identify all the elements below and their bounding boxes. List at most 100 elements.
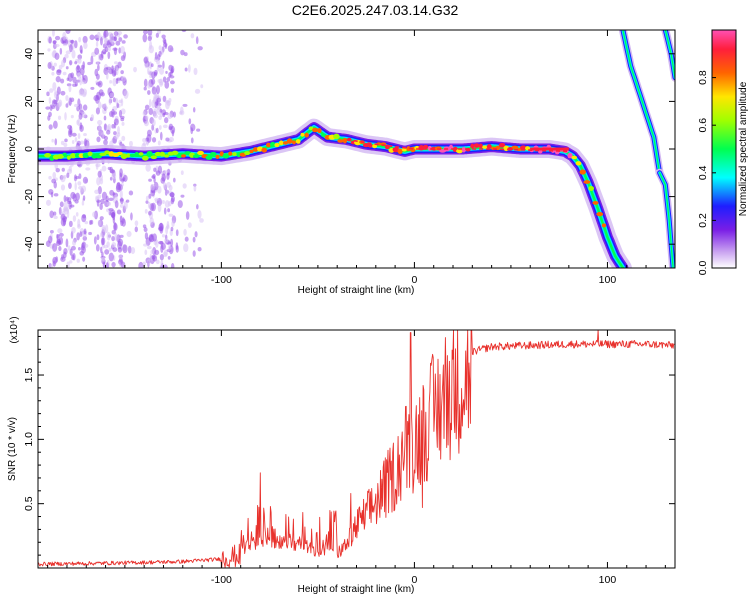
spectrogram-noise-speckle	[60, 78, 65, 84]
spectrogram-noise-speckle	[144, 249, 148, 256]
spectrogram-noise-speckle	[190, 33, 195, 39]
spectrogram-track-blob	[321, 133, 327, 137]
spectrogram-noise-speckle	[74, 61, 78, 65]
spectrogram-noise-speckle	[120, 70, 124, 75]
spectrogram-noise-speckle	[121, 40, 126, 44]
spectrogram-noise-speckle	[183, 228, 187, 236]
spectrogram-noise-speckle	[93, 236, 97, 245]
spectrogram-noise-speckle	[113, 35, 118, 42]
spectrogram-noise-speckle	[90, 86, 95, 90]
spectrogram-noise-speckle	[155, 32, 159, 38]
spectrogram-noise-speckle	[64, 53, 69, 59]
spectrogram-noise-speckle	[154, 249, 160, 256]
spectrogram-track-blob	[215, 154, 220, 159]
spectrogram-track-blob	[596, 211, 604, 217]
snr-series-line	[38, 330, 675, 568]
spectrogram-noise-speckle	[175, 245, 179, 253]
spectrogram-noise-speckle	[74, 182, 77, 191]
spectrogram-noise-speckle	[112, 216, 116, 224]
spectrogram-noise-speckle	[101, 224, 106, 233]
spectrogram-noise-speckle	[105, 72, 109, 80]
spectrogram-noise-speckle	[180, 194, 185, 198]
spectrogram-track-blob	[511, 145, 519, 149]
spectrogram-noise-speckle	[151, 86, 157, 95]
spectrogram-noise-speckle	[95, 195, 98, 202]
spectrogram-x-axis-label: Height of straight line (km)	[298, 285, 415, 296]
spectrogram-noise-speckle	[196, 204, 199, 210]
spectrogram-noise-speckle	[158, 45, 162, 51]
spectrogram-noise-speckle	[71, 49, 76, 59]
spectrogram-noise-speckle	[126, 230, 132, 238]
colorbar-label: Normalized spectral amplitude	[738, 81, 749, 216]
spectrogram-noise-speckle	[168, 243, 171, 252]
spectrogram-noise-speckle	[150, 63, 154, 68]
spectrogram-noise-speckle	[170, 263, 175, 268]
spectrogram-noise-speckle	[68, 44, 73, 53]
spectrogram-noise-speckle	[192, 107, 196, 113]
spectrogram-noise-speckle	[157, 165, 163, 174]
spectrogram-noise-speckle	[165, 137, 170, 142]
spectrogram-y-tick-label: 40	[23, 48, 35, 60]
spectrogram-noise-speckle	[97, 64, 100, 72]
spectrogram-noise-speckle	[54, 35, 61, 41]
spectrogram-noise-speckle	[51, 178, 57, 184]
spectrogram-noise-speckle	[81, 74, 85, 79]
spectrogram-noise-speckle	[114, 200, 119, 209]
spectrogram-noise-speckle	[182, 183, 187, 189]
spectrogram-noise-speckle	[153, 71, 158, 77]
colorbar-tick-label: 0.6	[697, 118, 709, 133]
spectrogram-noise-speckle	[69, 40, 75, 44]
spectrogram-noise-speckle	[79, 140, 85, 145]
spectrogram-noise-speckle	[167, 113, 173, 120]
spectrogram-noise-speckle	[65, 103, 69, 108]
spectrogram-track-blob	[286, 138, 293, 144]
spectrogram-noise-speckle	[114, 134, 119, 140]
spectrogram-noise-speckle	[197, 210, 202, 219]
spectrogram-noise-speckle	[96, 136, 101, 143]
spectrogram-noise-speckle	[111, 261, 116, 268]
spectrogram-noise-speckle	[193, 67, 198, 76]
spectrogram-track-blob	[66, 155, 71, 160]
spectrogram-noise-speckle	[103, 106, 108, 110]
spectrogram-noise-speckle	[64, 138, 68, 143]
spectrogram-track-blob	[116, 151, 123, 156]
spectrogram-noise-speckle	[109, 79, 113, 84]
spectrogram-track-blob	[482, 145, 488, 149]
spectrogram-track-blob	[176, 154, 183, 159]
spectrogram-noise-speckle	[163, 170, 168, 175]
spectrogram-noise-speckle	[113, 31, 119, 37]
spectrogram-noise-speckle	[78, 36, 82, 43]
spectrogram-noise-speckle	[96, 234, 100, 241]
spectrogram-track-blob	[300, 132, 305, 137]
spectrogram-noise-speckle	[149, 253, 153, 262]
spectrogram-noise-speckle	[83, 41, 88, 50]
spectrogram-noise-speckle	[153, 167, 157, 172]
spectrogram-track-blob	[392, 146, 400, 153]
spectrogram-noise-speckle	[108, 208, 114, 212]
spectrogram-track-blob	[210, 151, 217, 156]
spectrogram-noise-speckle	[69, 248, 73, 256]
spectrogram-noise-speckle	[113, 61, 118, 65]
spectrogram-track-blob	[470, 143, 475, 149]
spectrogram-noise-speckle	[104, 249, 110, 255]
spectrogram-noise-speckle	[147, 90, 151, 95]
spectrogram-noise-speckle	[48, 36, 52, 44]
spectrogram-noise-speckle	[160, 243, 166, 250]
spectrogram-noise-speckle	[76, 232, 80, 241]
spectrogram-noise-speckle	[161, 173, 166, 182]
spectrogram-noise-speckle	[143, 227, 148, 233]
spectrogram-noise-speckle	[182, 103, 188, 107]
spectrogram-noise-speckle	[143, 30, 148, 35]
spectrogram-noise-speckle	[53, 193, 59, 197]
spectrogram-noise-speckle	[100, 36, 103, 46]
spectrogram-track-blob	[317, 127, 322, 134]
spectrogram-noise-speckle	[111, 236, 116, 242]
spectrogram-noise-speckle	[79, 67, 85, 76]
spectrogram-track-blob	[308, 126, 314, 131]
spectrogram-noise-speckle	[113, 70, 117, 76]
spectrogram-track-blob	[99, 152, 107, 156]
spectrogram-track-blob	[333, 133, 340, 140]
spectrogram-noise-speckle	[66, 209, 70, 219]
spectrogram-noise-speckle	[81, 88, 88, 96]
spectrogram-noise-speckle	[74, 40, 78, 49]
